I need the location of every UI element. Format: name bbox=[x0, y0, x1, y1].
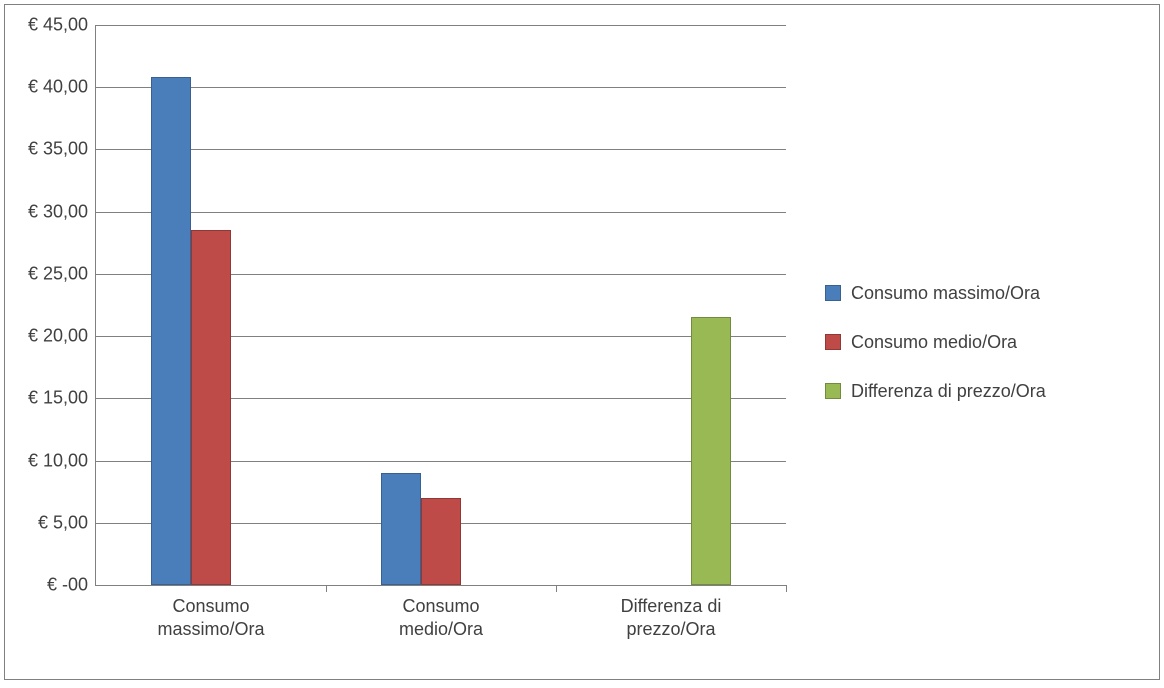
legend: Consumo massimo/Ora Consumo medio/Ora Diff… bbox=[825, 5, 1145, 679]
x-axis-label: Consumomedio/Ora bbox=[326, 595, 556, 640]
y-axis-label: € 40,00 bbox=[28, 77, 88, 98]
gridline bbox=[96, 149, 786, 150]
chart-container: € -00 € 5,00 € 10,00 € 15,00 € 20,00 € 25,00 €… bbox=[4, 4, 1160, 680]
y-axis-label: € 20,00 bbox=[28, 326, 88, 347]
bar bbox=[421, 498, 461, 585]
gridline bbox=[96, 212, 786, 213]
legend-label: Differenza di prezzo/Ora bbox=[851, 381, 1046, 402]
y-axis-label: € -00 bbox=[47, 575, 88, 596]
x-axis-label: Differenza diprezzo/Ora bbox=[556, 595, 786, 640]
gridline bbox=[96, 87, 786, 88]
bar bbox=[151, 77, 191, 585]
legend-swatch bbox=[825, 334, 841, 350]
plot-area: € -00€ 5,00€ 10,00€ 15,00€ 20,00€ 25,00€… bbox=[95, 25, 786, 586]
y-axis-label: € 35,00 bbox=[28, 139, 88, 160]
bar bbox=[191, 230, 231, 585]
legend-item: Consumo medio/Ora bbox=[825, 332, 1145, 353]
y-axis-label: € 10,00 bbox=[28, 450, 88, 471]
legend-label: Consumo massimo/Ora bbox=[851, 283, 1040, 304]
x-axis-label: Consumomassimo/Ora bbox=[96, 595, 326, 640]
legend-item: Differenza di prezzo/Ora bbox=[825, 381, 1145, 402]
legend-swatch bbox=[825, 285, 841, 301]
legend-swatch bbox=[825, 383, 841, 399]
legend-label: Consumo medio/Ora bbox=[851, 332, 1017, 353]
y-axis-label: € 15,00 bbox=[28, 388, 88, 409]
x-axis-tick bbox=[556, 585, 557, 592]
y-axis-label: € 30,00 bbox=[28, 201, 88, 222]
y-axis-label: € 5,00 bbox=[38, 512, 88, 533]
bar bbox=[381, 473, 421, 585]
x-axis-tick bbox=[786, 585, 787, 592]
bar bbox=[691, 317, 731, 585]
legend-item: Consumo massimo/Ora bbox=[825, 283, 1145, 304]
gridline bbox=[96, 25, 786, 26]
y-axis-label: € 25,00 bbox=[28, 263, 88, 284]
x-axis-tick bbox=[326, 585, 327, 592]
y-axis-label: € 45,00 bbox=[28, 15, 88, 36]
